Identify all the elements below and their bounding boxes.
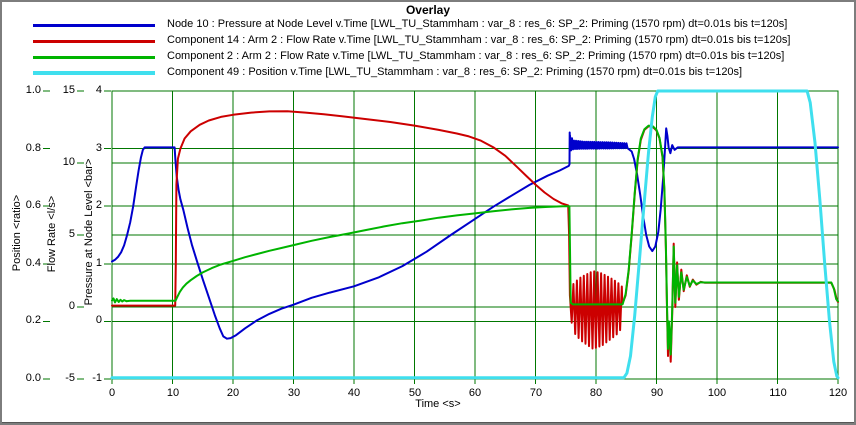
y-tick-label-position: 0.6	[25, 199, 41, 211]
x-tick-label: 50	[408, 387, 422, 399]
y-tick-label-flow: 0	[68, 300, 75, 312]
y-tick-label-flow: 5	[68, 228, 75, 240]
legend-row: Component 2 : Arm 2 : Flow Rate v.Time […	[0, 49, 856, 65]
x-tick-label: 0	[108, 387, 116, 399]
legend: Node 10 : Pressure at Node Level v.Time …	[0, 0, 856, 84]
y-tick-label-pressure: 0	[95, 314, 102, 326]
legend-label: Component 14 : Arm 2 : Flow Rate v.Time …	[167, 34, 791, 46]
series-blue	[111, 127, 839, 340]
legend-label: Node 10 : Pressure at Node Level v.Time …	[167, 18, 788, 30]
legend-label: Component 49 : Position v.Time [LWL_TU_S…	[167, 66, 743, 78]
legend-row: Node 10 : Pressure at Node Level v.Time …	[0, 17, 856, 33]
plot-title: Overlay	[405, 3, 451, 17]
y-tick-label-flow: 15	[62, 84, 75, 96]
legend-swatch-blue	[33, 23, 155, 27]
y-tick-label-position: 1.0	[25, 84, 41, 96]
y-tick-label-pressure: 1	[95, 257, 102, 269]
legend-swatch-green	[33, 55, 155, 59]
y-axis-title-position: Position <ratio>	[11, 194, 23, 272]
y-tick-label-position: 0.4	[25, 257, 41, 269]
y-tick-label-position: 0.2	[25, 314, 41, 326]
x-tick-label: 80	[589, 387, 603, 399]
series-cyan	[110, 89, 840, 380]
legend-row: Component 14 : Arm 2 : Flow Rate v.Time …	[0, 33, 856, 49]
x-tick-label: 100	[707, 387, 727, 399]
x-tick-label: 70	[529, 387, 543, 399]
series-green	[111, 124, 839, 356]
x-tick-label: 60	[468, 387, 482, 399]
x-tick-label: 10	[166, 387, 180, 399]
legend-row: Component 49 : Position v.Time [LWL_TU_S…	[0, 65, 856, 81]
x-tick-label: 30	[287, 387, 301, 399]
y-axis-title-flow: Flow Rate <l/s>	[46, 195, 58, 273]
legend-label: Component 2 : Arm 2 : Flow Rate v.Time […	[167, 50, 785, 62]
x-tick-label: 40	[347, 387, 361, 399]
y-tick-label-position: 0.8	[25, 142, 41, 154]
y-axis-title-pressure: Pressure at Node Level <bar>	[83, 158, 95, 306]
x-tick-label: 120	[828, 387, 848, 399]
y-tick-label-pressure: 3	[95, 142, 102, 154]
x-tick-label: 20	[226, 387, 240, 399]
y-tick-label-position: 0.0	[25, 372, 41, 384]
y-tick-label-flow: 10	[62, 156, 75, 168]
x-axis-title: Time <s>	[415, 398, 461, 410]
legend-swatch-cyan	[33, 71, 155, 75]
y-tick-label-pressure: 4	[95, 84, 102, 96]
series-red	[111, 110, 839, 363]
y-tick-label-pressure: -1	[92, 372, 102, 384]
x-tick-label: 110	[769, 387, 787, 399]
y-tick-label-pressure: 2	[95, 199, 102, 211]
x-tick-label: 90	[650, 387, 664, 399]
legend-swatch-red	[33, 39, 155, 43]
y-tick-label-flow: -5	[65, 372, 75, 384]
